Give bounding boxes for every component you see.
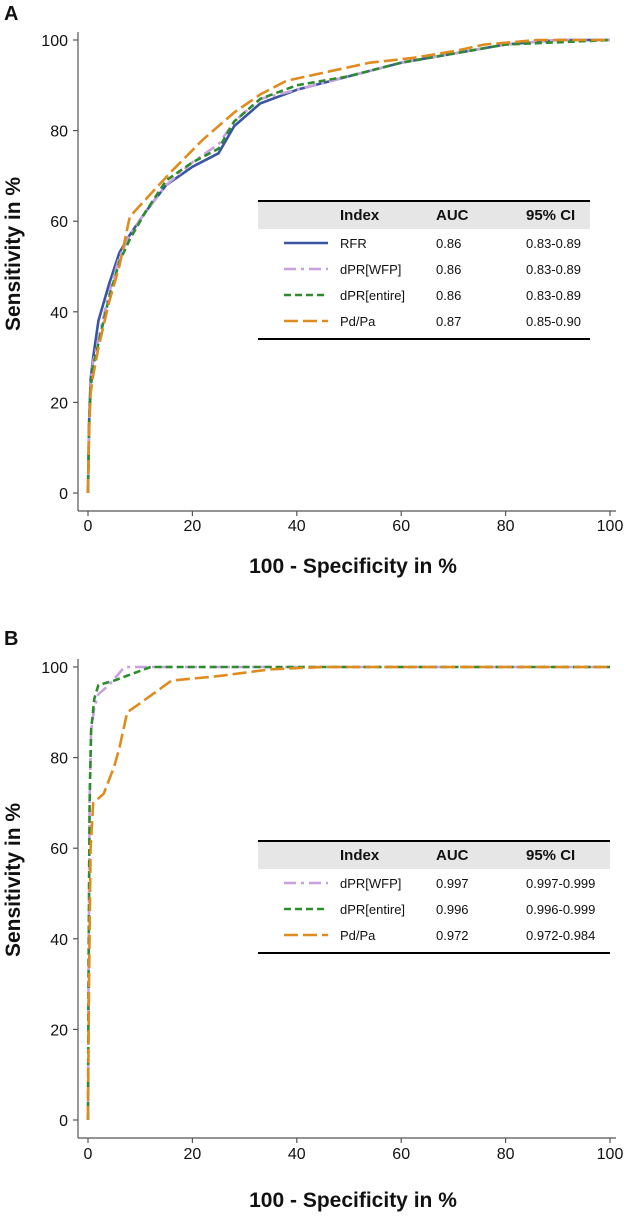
x-axis-title: 100 - Specificity in % xyxy=(249,1189,457,1212)
legend-auc: 0.997 xyxy=(436,876,469,891)
x-tick-label: 0 xyxy=(84,1146,93,1163)
series-line-dpr-wfp xyxy=(86,665,610,1121)
legend-ci: 0.997-0.999 xyxy=(526,876,595,891)
legend-index: dPR[WFP] xyxy=(340,262,401,277)
legend-index: dPR[entire] xyxy=(340,902,405,917)
legend-index: RFR xyxy=(340,236,367,251)
legend-header-bg xyxy=(258,201,590,229)
legend-header-index: Index xyxy=(340,847,380,864)
x-tick-label: 80 xyxy=(497,518,515,535)
legend-ci: 0.972-0.984 xyxy=(526,928,595,943)
legend-ci: 0.83-0.89 xyxy=(526,262,581,277)
series-line-pd-pa xyxy=(86,38,610,494)
legend-index: dPR[WFP] xyxy=(340,876,401,891)
legend-table: Index AUC 95% CI RFR 0.86 0.83-0.89 dPR[WFP] 0.… xyxy=(258,200,590,340)
y-tick-label: 0 xyxy=(59,1113,68,1130)
x-tick-label: 0 xyxy=(84,518,93,535)
y-tick-label: 100 xyxy=(41,660,68,677)
legend-header-bg xyxy=(258,841,610,869)
legend-ci: 0.996-0.999 xyxy=(526,902,595,917)
legend-auc: 0.86 xyxy=(436,288,461,303)
panel-b: B 0 20 40 60 80 100 0 20 40 60 80 100 100 - Specifici… xyxy=(2,628,623,1212)
y-tick-label: 100 xyxy=(41,33,68,50)
x-tick-label: 60 xyxy=(392,1146,410,1163)
legend-header-ci: 95% CI xyxy=(526,847,575,864)
legend-auc: 0.86 xyxy=(436,236,461,251)
legend-header-ci: 95% CI xyxy=(526,207,575,224)
legend-index: dPR[entire] xyxy=(340,288,405,303)
panel-label: B xyxy=(4,628,18,650)
x-tick-label: 20 xyxy=(184,518,202,535)
legend-index: Pd/Pa xyxy=(340,928,376,943)
x-tick-label: 100 xyxy=(597,518,624,535)
x-tick-label: 20 xyxy=(184,1146,202,1163)
y-tick-label: 60 xyxy=(50,841,68,858)
series-line-dpr-entire xyxy=(86,38,611,494)
x-tick-label: 80 xyxy=(497,1146,515,1163)
y-tick-label: 20 xyxy=(50,1022,68,1039)
legend-auc: 0.996 xyxy=(436,902,469,917)
legend-header-auc: AUC xyxy=(436,207,469,224)
series-line-dpr-entire xyxy=(86,665,610,1121)
legend-auc: 0.972 xyxy=(436,928,469,943)
y-axis-title: Sensitivity in % xyxy=(2,803,25,957)
x-tick-label: 40 xyxy=(288,1146,306,1163)
y-tick-label: 40 xyxy=(50,932,68,949)
x-tick-label: 100 xyxy=(597,1146,624,1163)
legend-ci: 0.83-0.89 xyxy=(526,288,581,303)
y-tick-label: 60 xyxy=(50,214,68,231)
legend-header-auc: AUC xyxy=(436,847,469,864)
x-tick-label: 40 xyxy=(288,518,306,535)
legend-auc: 0.86 xyxy=(436,262,461,277)
y-tick-label: 80 xyxy=(50,751,68,768)
x-tick-label: 60 xyxy=(392,518,410,535)
legend-ci: 0.83-0.89 xyxy=(526,236,581,251)
y-tick-label: 20 xyxy=(50,395,68,412)
legend-ci: 0.85-0.90 xyxy=(526,314,581,329)
panel-label: A xyxy=(4,3,18,25)
series-line-pd-pa xyxy=(86,665,610,1121)
legend-auc: 0.87 xyxy=(436,314,461,329)
legend-table: Index AUC 95% CI dPR[WFP] 0.997 0.997-0.999 dP… xyxy=(258,840,610,954)
x-axis-title: 100 - Specificity in % xyxy=(249,555,457,578)
y-axis-title: Sensitivity in % xyxy=(2,177,25,331)
panel-a: A 0 20 40 60 80 100 0 20 40 60 80 100 100 - Specifici… xyxy=(2,3,623,578)
series-line-dpr-wfp xyxy=(86,38,610,494)
y-tick-label: 40 xyxy=(50,305,68,322)
y-tick-label: 0 xyxy=(59,486,68,503)
legend-index: Pd/Pa xyxy=(340,314,376,329)
y-tick-label: 80 xyxy=(50,124,68,141)
legend-header-index: Index xyxy=(340,207,380,224)
